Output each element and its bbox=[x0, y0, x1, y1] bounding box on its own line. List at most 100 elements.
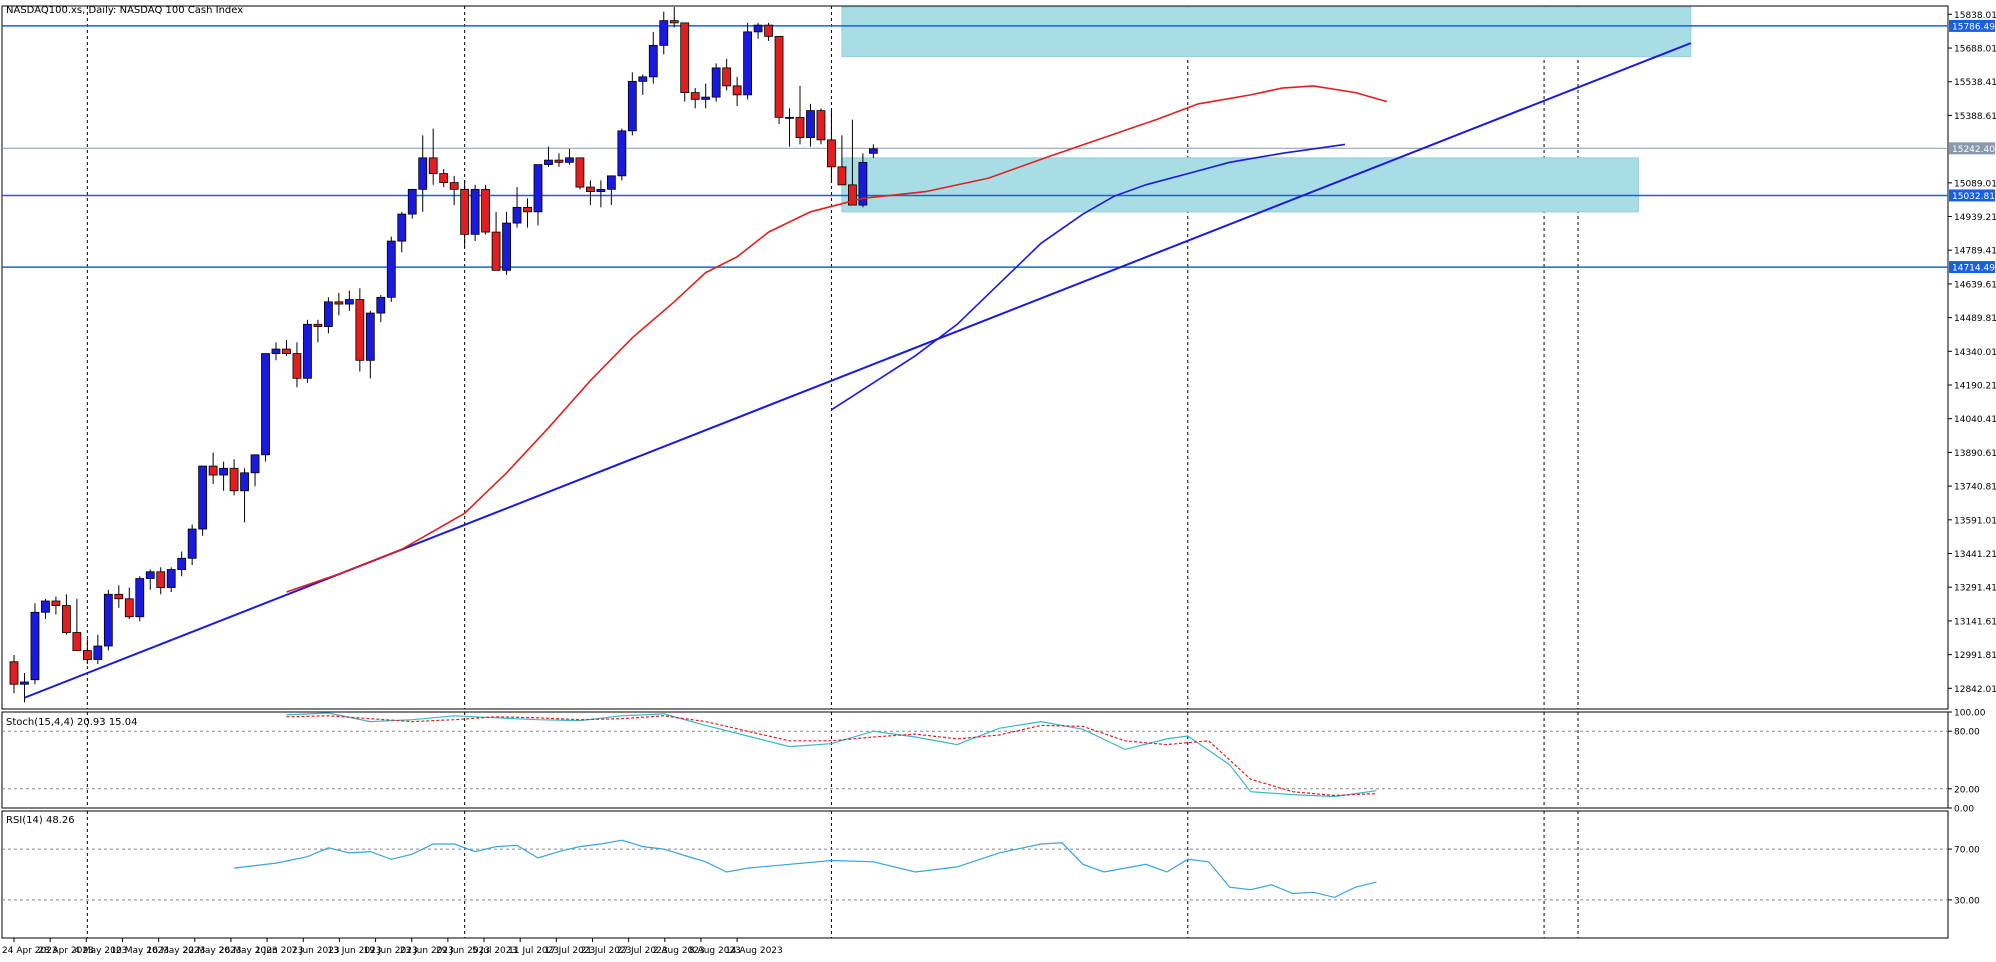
time-axis-label: 1 Jun 2023 bbox=[255, 946, 303, 956]
candle[interactable] bbox=[397, 211, 407, 253]
bearish-candle-body bbox=[575, 157, 585, 188]
candle[interactable] bbox=[166, 567, 176, 593]
candle[interactable] bbox=[868, 144, 878, 158]
candle[interactable] bbox=[407, 188, 417, 219]
candle[interactable] bbox=[428, 128, 438, 185]
candle[interactable] bbox=[365, 310, 375, 379]
candle[interactable] bbox=[135, 576, 145, 622]
candle[interactable] bbox=[187, 524, 197, 566]
candle[interactable] bbox=[837, 135, 847, 186]
candle[interactable] bbox=[93, 634, 103, 665]
candle[interactable] bbox=[764, 22, 773, 41]
candle[interactable] bbox=[680, 22, 690, 102]
candle[interactable] bbox=[816, 108, 826, 145]
current-price-label: 15242.40 bbox=[1952, 145, 1995, 155]
bullish-candle-body bbox=[470, 188, 480, 235]
candle[interactable] bbox=[62, 594, 71, 635]
rsi-panel[interactable]: 70.00 30.00 bbox=[1, 810, 1980, 939]
candle[interactable] bbox=[344, 290, 354, 311]
candle[interactable] bbox=[355, 288, 365, 372]
candle[interactable] bbox=[565, 148, 574, 165]
candle[interactable] bbox=[114, 585, 124, 608]
candle[interactable] bbox=[669, 7, 679, 28]
candle[interactable] bbox=[334, 292, 344, 316]
candle[interactable] bbox=[627, 72, 637, 136]
time-axis-label: 13 Jun 2023 bbox=[327, 946, 381, 956]
candle[interactable] bbox=[470, 184, 480, 242]
candle[interactable] bbox=[82, 639, 92, 665]
candle[interactable] bbox=[544, 146, 553, 167]
candle[interactable] bbox=[732, 76, 742, 107]
candle[interactable] bbox=[774, 35, 784, 125]
candle[interactable] bbox=[240, 468, 249, 523]
candle[interactable] bbox=[648, 31, 658, 84]
candle[interactable] bbox=[449, 175, 459, 206]
candle[interactable] bbox=[533, 164, 543, 226]
candle[interactable] bbox=[156, 567, 166, 595]
candle[interactable] bbox=[481, 184, 491, 235]
candle[interactable] bbox=[606, 175, 616, 206]
candle[interactable] bbox=[785, 108, 794, 147]
candle[interactable] bbox=[261, 353, 270, 462]
candle[interactable] bbox=[124, 587, 134, 620]
bullish-candle-body bbox=[565, 157, 574, 163]
stochastic-panel[interactable]: 100.00 80.00 20.00 0.00 bbox=[1, 709, 1986, 815]
candle[interactable] bbox=[848, 119, 857, 206]
candle[interactable] bbox=[313, 319, 323, 343]
candle[interactable] bbox=[323, 297, 333, 334]
candle[interactable] bbox=[145, 569, 155, 590]
candle[interactable] bbox=[282, 340, 291, 356]
candle[interactable] bbox=[198, 465, 208, 536]
bearish-candle-body bbox=[848, 184, 857, 206]
candle[interactable] bbox=[177, 551, 187, 577]
candle[interactable] bbox=[701, 83, 711, 109]
candle[interactable] bbox=[575, 157, 585, 190]
candle[interactable] bbox=[41, 598, 50, 620]
candle[interactable] bbox=[460, 180, 470, 248]
candle[interactable] bbox=[586, 180, 595, 206]
candle[interactable] bbox=[219, 461, 229, 491]
candle[interactable] bbox=[711, 63, 721, 102]
candle[interactable] bbox=[554, 153, 564, 167]
bearish-candle-body bbox=[355, 299, 365, 361]
candle[interactable] bbox=[827, 108, 836, 181]
slow-moving-average-line bbox=[830, 143, 1346, 411]
candle[interactable] bbox=[523, 198, 532, 228]
candle[interactable] bbox=[491, 211, 501, 271]
candle[interactable] bbox=[9, 655, 19, 694]
candle[interactable] bbox=[30, 603, 40, 685]
candle[interactable] bbox=[806, 103, 815, 147]
candle[interactable] bbox=[303, 319, 312, 383]
candle[interactable] bbox=[250, 454, 260, 487]
candle[interactable] bbox=[418, 135, 428, 212]
candle[interactable] bbox=[439, 169, 449, 188]
price-axis-label: 14190.21 bbox=[1954, 382, 1996, 392]
candle[interactable] bbox=[386, 236, 396, 302]
supply-demand-zone[interactable] bbox=[841, 157, 1639, 213]
candle[interactable] bbox=[753, 22, 763, 39]
candle[interactable] bbox=[722, 58, 732, 91]
candle[interactable] bbox=[502, 211, 511, 275]
candle[interactable] bbox=[72, 598, 82, 651]
candle[interactable] bbox=[229, 459, 239, 496]
candle[interactable] bbox=[51, 596, 61, 615]
candle[interactable] bbox=[103, 589, 113, 651]
candle[interactable] bbox=[617, 128, 627, 181]
supply-demand-zone[interactable] bbox=[841, 6, 1692, 58]
candle[interactable] bbox=[795, 85, 805, 145]
candle[interactable] bbox=[292, 342, 302, 388]
candle[interactable] bbox=[208, 452, 218, 485]
price-panel[interactable]: 15838.01 15688.01 15538.41 15388.61 15089.01… bbox=[1, 5, 1996, 710]
candle[interactable] bbox=[271, 342, 281, 361]
candle[interactable] bbox=[512, 187, 522, 228]
candle[interactable] bbox=[20, 673, 29, 703]
candle[interactable] bbox=[659, 11, 669, 55]
candle[interactable] bbox=[690, 88, 700, 109]
candle[interactable] bbox=[638, 74, 648, 95]
candle[interactable] bbox=[743, 22, 752, 100]
candle[interactable] bbox=[596, 180, 606, 208]
candle[interactable] bbox=[376, 295, 386, 323]
trendline[interactable] bbox=[24, 42, 1692, 699]
